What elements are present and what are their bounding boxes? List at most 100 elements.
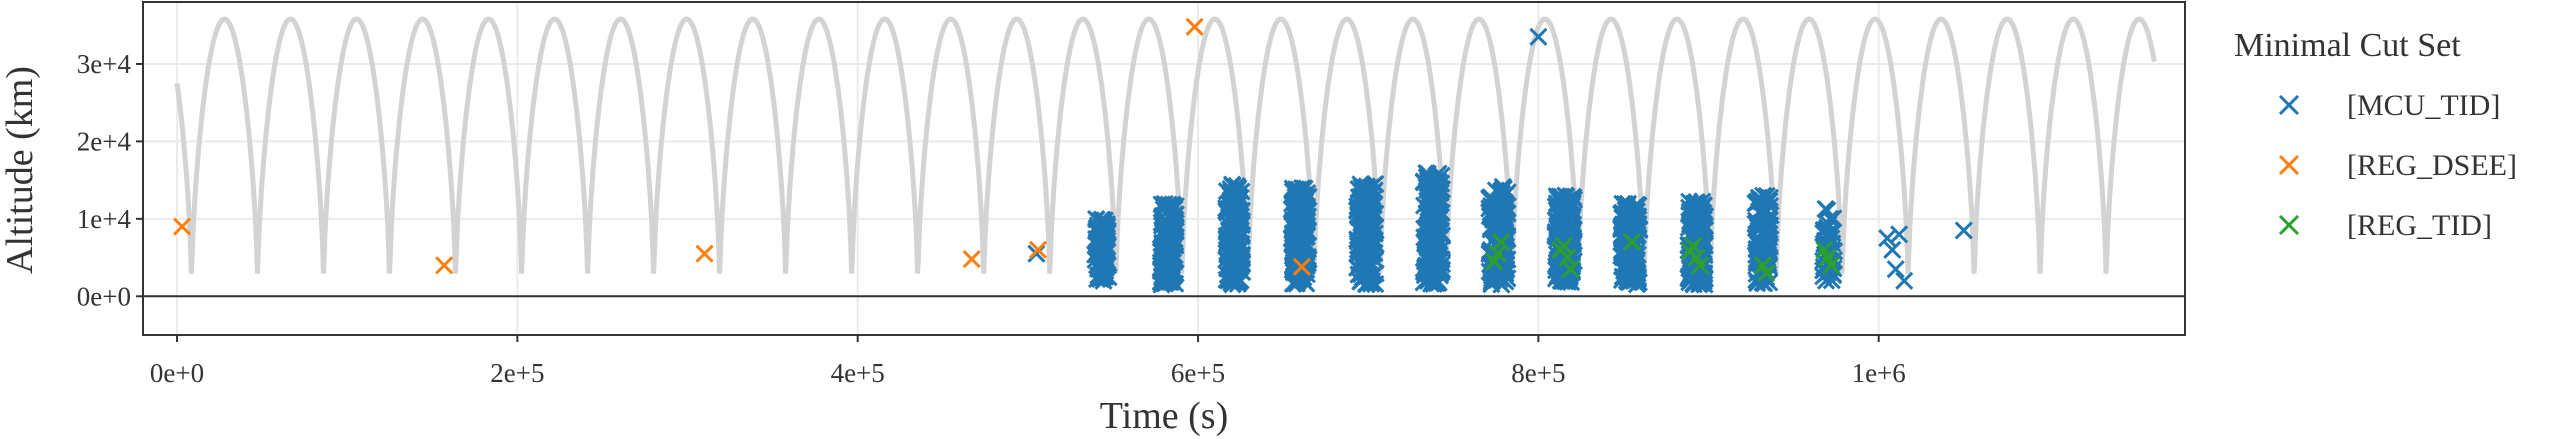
marker-mcu-tid: [1350, 237, 1369, 256]
marker-reg-tid: [1491, 233, 1510, 252]
plot-frame: [142, 1, 2186, 336]
marker-mcu-tid: [1283, 179, 1302, 198]
marker-reg-dsee: [962, 250, 981, 269]
marker-mcu-tid: [1161, 246, 1180, 265]
marker-mcu-tid: [1422, 234, 1441, 253]
marker-mcu-tid: [1356, 274, 1375, 294]
marker-mcu-tid: [1686, 254, 1705, 273]
marker-mcu-tid: [1480, 207, 1499, 226]
marker-mcu-tid: [1154, 200, 1173, 219]
marker-mcu-tid: [1613, 194, 1632, 213]
marker-mcu-tid: [1283, 224, 1302, 243]
legend-entries: [MCU_TID] [REG_DSEE] [REG_TID]: [2278, 89, 2517, 242]
marker-mcu-tid: [1232, 254, 1251, 274]
marker-mcu-tid: [1495, 260, 1514, 279]
x-tick-label: 6e+5: [1171, 358, 1225, 388]
y-tick-label: 0e+0: [77, 281, 131, 311]
marker-mcu-tid: [1624, 267, 1643, 286]
marker-reg-dsee: [1029, 240, 1048, 259]
marker-mcu-tid: [1954, 221, 1973, 240]
ticks-layer: 0e+0 2e+5 4e+5 6e+5 8e+5 1e+6 0e+0 1e+4 2e+4 3e+4: [77, 49, 1906, 388]
marker-mcu-tid: [1684, 200, 1703, 219]
legend-entry: [MCU_TID]: [2278, 89, 2500, 122]
marker-mcu-tid: [1424, 274, 1443, 294]
marker-mcu-tid: [1895, 271, 1914, 290]
marker-mcu-tid: [1555, 197, 1574, 216]
marker-mcu-tid: [1422, 274, 1441, 293]
marker-mcu-tid: [1529, 27, 1548, 46]
marker-mcu-tid: [1164, 221, 1183, 240]
marker-mcu-tid: [1883, 240, 1902, 259]
marker-reg-tid: [1551, 240, 1570, 259]
y-tick-label: 2e+4: [77, 126, 132, 156]
marker-mcu-tid: [1552, 187, 1571, 206]
marker-mcu-tid: [1287, 234, 1306, 253]
marker-mcu-tid: [1158, 272, 1177, 291]
marker-reg-tid: [1561, 260, 1580, 279]
marker-mcu-tid: [1218, 265, 1237, 284]
marker-reg-dsee: [173, 217, 192, 236]
marker-mcu-tid: [1230, 204, 1249, 223]
marker-mcu-tid: [1693, 271, 1712, 291]
marker-mcu-tid: [1418, 164, 1437, 183]
marker-mcu-tid: [1163, 226, 1182, 245]
legend-marker: [2278, 214, 2300, 236]
marker-mcu-tid: [1298, 203, 1317, 222]
x-tick-label: 4e+5: [831, 358, 885, 388]
legend-label: [REG_DSEE]: [2347, 149, 2517, 182]
points-layer: [173, 17, 1973, 294]
marker-mcu-tid: [1491, 270, 1510, 289]
y-tick-label: 1e+4: [77, 204, 132, 234]
legend-label: [REG_TID]: [2347, 209, 2492, 242]
marker-mcu-tid: [1098, 251, 1117, 270]
marker-reg-tid: [1815, 240, 1834, 259]
marker-mcu-tid: [1091, 220, 1111, 239]
marker-reg-dsee: [695, 244, 714, 263]
marker-reg-tid: [1485, 252, 1504, 271]
marker-reg-dsee: [1185, 17, 1204, 36]
marker-mcu-tid: [1756, 226, 1775, 245]
marker-mcu-tid: [1613, 246, 1632, 265]
marker-mcu-tid: [1225, 195, 1244, 214]
marker-mcu-tid: [1547, 257, 1566, 276]
marker-mcu-tid: [1424, 220, 1443, 240]
marker-reg-tid: [1680, 242, 1699, 261]
marker-mcu-tid: [1295, 246, 1314, 266]
x-tick-label: 0e+0: [150, 358, 204, 388]
marker-mcu-tid: [1878, 229, 1897, 248]
marker-mcu-tid: [1353, 226, 1373, 245]
x-tick-label: 8e+5: [1511, 358, 1565, 388]
marker-mcu-tid: [1824, 209, 1843, 228]
marker-mcu-tid: [1691, 213, 1711, 232]
legend: Minimal Cut Set [MCU_TID] [REG_DSEE] [REG_…: [2234, 27, 2517, 242]
legend-marker: [2278, 154, 2300, 176]
marker-mcu-tid: [1618, 248, 1637, 267]
marker-mcu-tid: [1355, 203, 1374, 222]
orbit-layer: [174, 16, 2157, 274]
marker-reg-dsee: [1292, 257, 1311, 276]
orbit-altitude-line: [174, 16, 2157, 274]
marker-mcu-tid: [1747, 245, 1766, 265]
marker-mcu-tid: [1890, 225, 1909, 244]
marker-mcu-tid: [1417, 221, 1436, 241]
marker-mcu-tid: [1290, 215, 1309, 234]
marker-mcu-tid: [1753, 186, 1773, 205]
marker-mcu-tid: [1626, 200, 1645, 219]
legend-marker: [2278, 94, 2300, 116]
x-tick-label: 2e+5: [490, 358, 544, 388]
legend-entry: [REG_TID]: [2278, 209, 2492, 242]
marker-mcu-tid: [1087, 235, 1106, 254]
marker-mcu-tid: [1561, 226, 1580, 245]
y-tick-label: 3e+4: [77, 49, 132, 79]
legend-entry: [REG_DSEE]: [2278, 149, 2517, 182]
marker-mcu-tid: [1422, 179, 1441, 198]
marker-mcu-tid: [1286, 180, 1305, 199]
marker-mcu-tid: [1886, 260, 1905, 279]
marker-mcu-tid: [1612, 225, 1631, 244]
marker-mcu-tid: [1357, 177, 1376, 196]
marker-mcu-tid: [1427, 274, 1446, 293]
marker-mcu-tid: [1494, 179, 1513, 198]
marker-mcu-tid: [1820, 209, 1839, 228]
marker-reg-tid: [1690, 256, 1710, 275]
